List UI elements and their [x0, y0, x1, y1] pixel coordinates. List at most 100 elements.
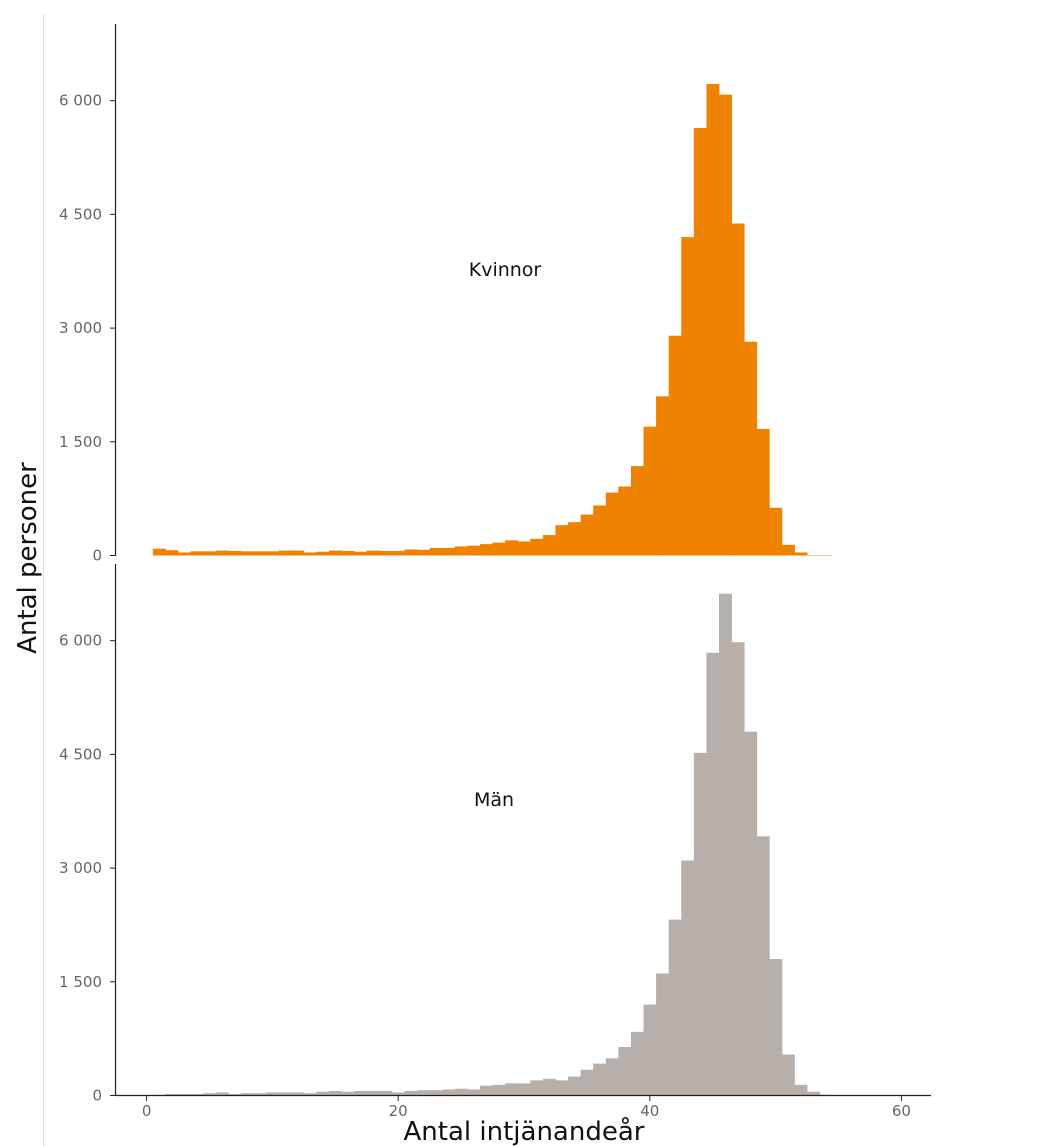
man-bar	[454, 1088, 468, 1096]
kvinnor-bar	[568, 522, 582, 556]
man-bar	[316, 1091, 330, 1096]
man-bar	[366, 1090, 380, 1096]
kvinnor-bar	[165, 550, 179, 556]
man-y-tick-label: 0	[92, 1087, 102, 1105]
kvinnor-bar	[442, 547, 456, 556]
man-bar	[693, 752, 707, 1096]
kvinnor-bar	[178, 552, 192, 556]
kvinnor-bar	[329, 550, 342, 556]
man-bar	[492, 1084, 506, 1096]
kvinnor-bar	[580, 514, 594, 556]
man-bar	[542, 1078, 556, 1096]
man-bar	[505, 1083, 519, 1096]
man-bar	[656, 973, 670, 1096]
kvinnor-bar	[303, 552, 317, 556]
panel-man: 0 1 500 3 000 4 500 6 000 Män	[59, 564, 931, 1105]
kvinnor-bar	[706, 84, 720, 556]
x-tick-label: 0	[142, 1102, 152, 1120]
kvinnor-y-ticks: 0 1 500 3 000 4 500 6 000	[59, 92, 115, 565]
kvinnor-bar	[278, 550, 292, 556]
kvinnor-bar	[467, 545, 481, 556]
kvinnor-bar	[152, 548, 166, 556]
kvinnor-bar	[630, 466, 644, 556]
kvinnor-bar	[618, 486, 632, 556]
man-bar	[203, 1093, 217, 1096]
kvinnor-y-tick-label: 4 500	[59, 205, 102, 223]
man-bar	[479, 1085, 493, 1096]
man-bar	[794, 1084, 808, 1096]
kvinnor-bar	[379, 550, 393, 556]
kvinnor-bar	[593, 505, 607, 556]
kvinnor-bar	[605, 492, 619, 556]
man-bar	[215, 1092, 229, 1096]
man-bars	[152, 593, 833, 1096]
kvinnor-bar	[366, 550, 380, 556]
man-bar	[442, 1089, 456, 1096]
kvinnor-bar	[505, 540, 519, 556]
kvinnor-bar	[454, 546, 468, 556]
kvinnor-bar	[479, 544, 493, 556]
man-bar	[568, 1076, 582, 1096]
panel-kvinnor: 0 1 500 3 000 4 500 6 000 Kvinnor	[59, 24, 833, 565]
man-bar	[593, 1063, 607, 1096]
man-bar	[706, 652, 720, 1096]
man-bar	[253, 1093, 267, 1096]
man-bar	[630, 1031, 644, 1096]
man-y-tick-label: 1 500	[59, 973, 102, 991]
man-bar	[467, 1089, 481, 1096]
man-bar	[354, 1090, 368, 1096]
man-bar	[429, 1090, 443, 1096]
man-bar	[329, 1090, 342, 1096]
kvinnor-bar	[769, 507, 783, 556]
kvinnor-bar	[417, 549, 431, 556]
man-bar	[769, 959, 783, 1096]
man-bar	[391, 1092, 405, 1096]
x-tick-label: 60	[892, 1102, 911, 1120]
man-y-tick-label: 6 000	[59, 632, 102, 650]
x-ticks: 0 20 40 60	[142, 1096, 911, 1120]
kvinnor-bar	[530, 538, 544, 556]
man-y-tick-label: 4 500	[59, 745, 102, 763]
man-bar	[228, 1093, 242, 1096]
man-bar	[530, 1080, 544, 1096]
kvinnor-bar	[266, 551, 280, 556]
kvinnor-bar	[517, 541, 531, 556]
kvinnor-bar	[429, 547, 443, 556]
kvinnor-bar	[492, 542, 506, 556]
kvinnor-bar	[656, 396, 670, 556]
kvinnor-bar	[643, 426, 657, 556]
kvinnor-bar	[542, 535, 556, 556]
kvinnor-y-tick-label: 6 000	[59, 92, 102, 110]
kvinnor-y-tick-label: 3 000	[59, 319, 102, 337]
kvinnor-bar	[316, 551, 330, 556]
kvinnor-bar	[240, 551, 254, 556]
man-bar	[190, 1093, 204, 1096]
kvinnor-bar	[668, 335, 682, 556]
kvinnor-bar	[718, 94, 732, 556]
x-tick-label: 40	[640, 1102, 659, 1120]
man-bar	[781, 1054, 795, 1096]
man-bar	[731, 642, 745, 1096]
kvinnor-y-tick-label: 0	[92, 547, 102, 565]
man-bar	[668, 919, 682, 1096]
kvinnor-bar	[291, 550, 305, 556]
man-bar	[178, 1093, 192, 1096]
kvinnor-bar	[756, 428, 770, 556]
kvinnor-bar	[681, 237, 695, 556]
man-bar	[555, 1080, 569, 1096]
x-axis-title: Antal intjänandeår	[404, 1116, 645, 1146]
man-bar	[718, 593, 732, 1096]
kvinnor-bar	[341, 550, 355, 556]
kvinnor-bar	[744, 341, 758, 556]
man-panel-label: Män	[474, 789, 514, 811]
kvinnor-bar	[693, 127, 707, 556]
kvinnor-panel-label: Kvinnor	[469, 259, 542, 281]
kvinnor-bar	[228, 550, 242, 556]
man-bar	[278, 1092, 292, 1096]
kvinnor-bar	[215, 550, 229, 556]
man-bar	[580, 1069, 594, 1096]
kvinnor-bar	[190, 551, 204, 556]
man-bar	[681, 860, 695, 1096]
man-bar	[756, 836, 770, 1096]
